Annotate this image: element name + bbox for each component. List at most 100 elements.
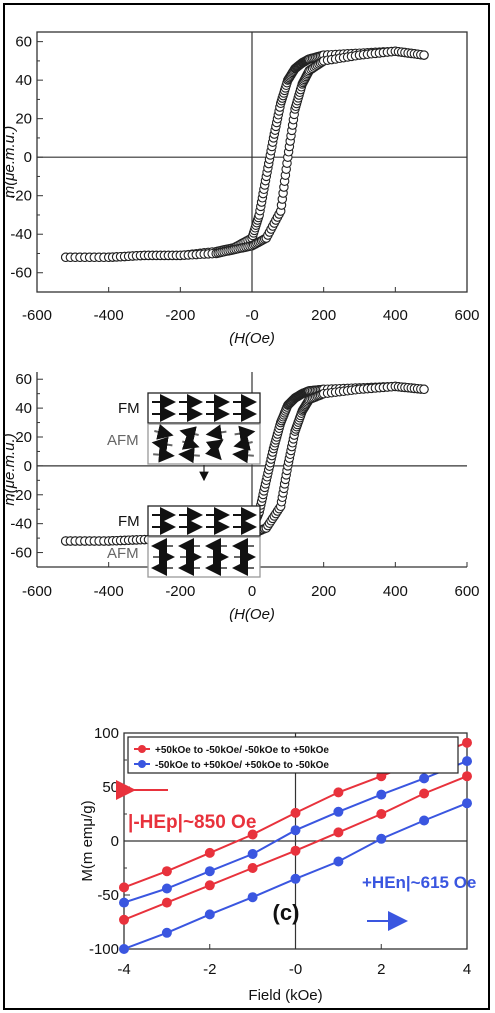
data-point	[419, 384, 429, 395]
annotations: |-HEp|~850 Oe +HEn|~615 Oe (c)	[116, 780, 476, 931]
y-tick-label: 40	[15, 400, 32, 417]
y-tick-label: 50	[102, 779, 119, 796]
annotation-hep: |-HEp|~850 Oe	[128, 812, 256, 833]
y-tick-label: 60	[15, 34, 32, 51]
y-axis-label: M(m emμ/g)	[79, 800, 96, 881]
data-point	[247, 892, 258, 903]
y-tick-label: 20	[15, 429, 32, 446]
y-tick-label: -50	[97, 887, 119, 904]
data-point	[333, 806, 344, 817]
data-point	[462, 737, 472, 748]
afm-spin-arrow	[153, 446, 175, 463]
series-4	[119, 798, 472, 954]
data-point	[462, 756, 472, 767]
y-tick-label: -60	[10, 545, 32, 562]
x-tick-label: -2	[203, 961, 216, 978]
x-tick-label: -0	[289, 961, 302, 978]
y-tick-label: -100	[89, 941, 119, 958]
series-2	[119, 771, 472, 925]
data-point	[161, 883, 172, 894]
y-tick-label: 0	[111, 833, 119, 850]
data-point	[376, 809, 387, 819]
y-tick-label: 60	[15, 371, 32, 388]
x-tick-label: 200	[311, 307, 336, 324]
afm-spin-arrow	[205, 443, 222, 461]
data-point	[204, 880, 215, 891]
afm-label: AFM	[107, 432, 139, 449]
x-tick-label: -200	[165, 583, 195, 600]
data-point	[204, 847, 215, 858]
data-point	[204, 909, 215, 920]
afm-spin-arrow	[232, 447, 254, 464]
x-tick-label: 2	[377, 961, 385, 978]
y-tick-label: 40	[15, 72, 32, 89]
series-1	[60, 46, 429, 263]
x-tick-label: 400	[383, 307, 408, 324]
data-point	[247, 863, 258, 873]
afm-label: AFM	[107, 545, 139, 562]
data-point	[161, 866, 172, 877]
x-tick-label: 400	[383, 583, 408, 600]
data-point	[204, 866, 215, 877]
data-point	[247, 849, 258, 859]
y-tick-label: 100	[94, 725, 119, 742]
data-point	[462, 798, 472, 809]
data-point	[419, 815, 430, 826]
x-tick-label: 600	[454, 583, 479, 600]
data-point	[376, 789, 387, 800]
x-tick-label: -400	[94, 583, 124, 600]
data-point	[419, 773, 430, 784]
afm-spin-arrow	[181, 434, 200, 450]
x-tick-label: -200	[165, 307, 195, 324]
x-tick-label: 4	[463, 961, 471, 978]
data-point	[161, 927, 172, 938]
y-tick-label: -40	[10, 226, 32, 243]
x-tick-label: 200	[311, 583, 336, 600]
legend-label: -50kOe to +50kOe/ +50kOe to -50kOe	[155, 760, 329, 771]
data-point	[290, 845, 301, 856]
x-axis-label: Field (kOe)	[248, 987, 322, 1004]
y-tick-label: 0	[24, 458, 32, 475]
panel-label-c: (c)	[273, 900, 300, 925]
afm-spin-arrow	[233, 435, 253, 451]
data-point	[290, 825, 301, 836]
afm-spin-arrow	[178, 447, 200, 464]
series-2	[60, 46, 429, 263]
inset-panel-bottom: FM AFM	[107, 505, 261, 578]
y-tick-label: -40	[10, 516, 32, 533]
data-point	[119, 897, 129, 908]
chart-3: -100 -50 0 50 100 -4 -2 -0 2 4 Field (kOe) M(m emμ/…	[79, 725, 476, 1004]
data-point	[333, 856, 344, 867]
data-point	[333, 787, 344, 798]
data-point	[247, 829, 258, 840]
data-point	[333, 827, 344, 838]
x-tick-label: -4	[117, 961, 130, 978]
fm-label: FM	[118, 513, 140, 530]
afm-spin-arrow	[205, 424, 227, 441]
legend-label: +50kOe to -50kOe/ -50kOe to +50kOe	[155, 745, 329, 756]
x-tick-label: -400	[94, 307, 124, 324]
data-point	[376, 833, 387, 844]
y-tick-label: -20	[10, 487, 32, 504]
y-tick-label: 0	[24, 149, 32, 166]
y-tick-label: -20	[10, 188, 32, 205]
fm-label: FM	[118, 400, 140, 417]
series-3	[119, 756, 472, 908]
fm-layer	[147, 505, 261, 537]
fm-layer	[147, 392, 261, 424]
afm-spin-arrow	[179, 426, 199, 442]
data-point	[161, 897, 172, 908]
data-point	[119, 882, 129, 893]
x-tick-label: 0	[248, 583, 256, 600]
inset-panel-top: FM AFM	[107, 392, 261, 465]
x-axis-label: (H(Oe)	[229, 606, 275, 623]
x-tick-label: -600	[22, 307, 52, 324]
x-tick-label: 600	[454, 307, 479, 324]
x-tick-label: -0	[245, 307, 258, 324]
y-tick-label: 20	[15, 111, 32, 128]
data-point	[419, 50, 429, 60]
afm-spin-arrow	[234, 425, 256, 442]
